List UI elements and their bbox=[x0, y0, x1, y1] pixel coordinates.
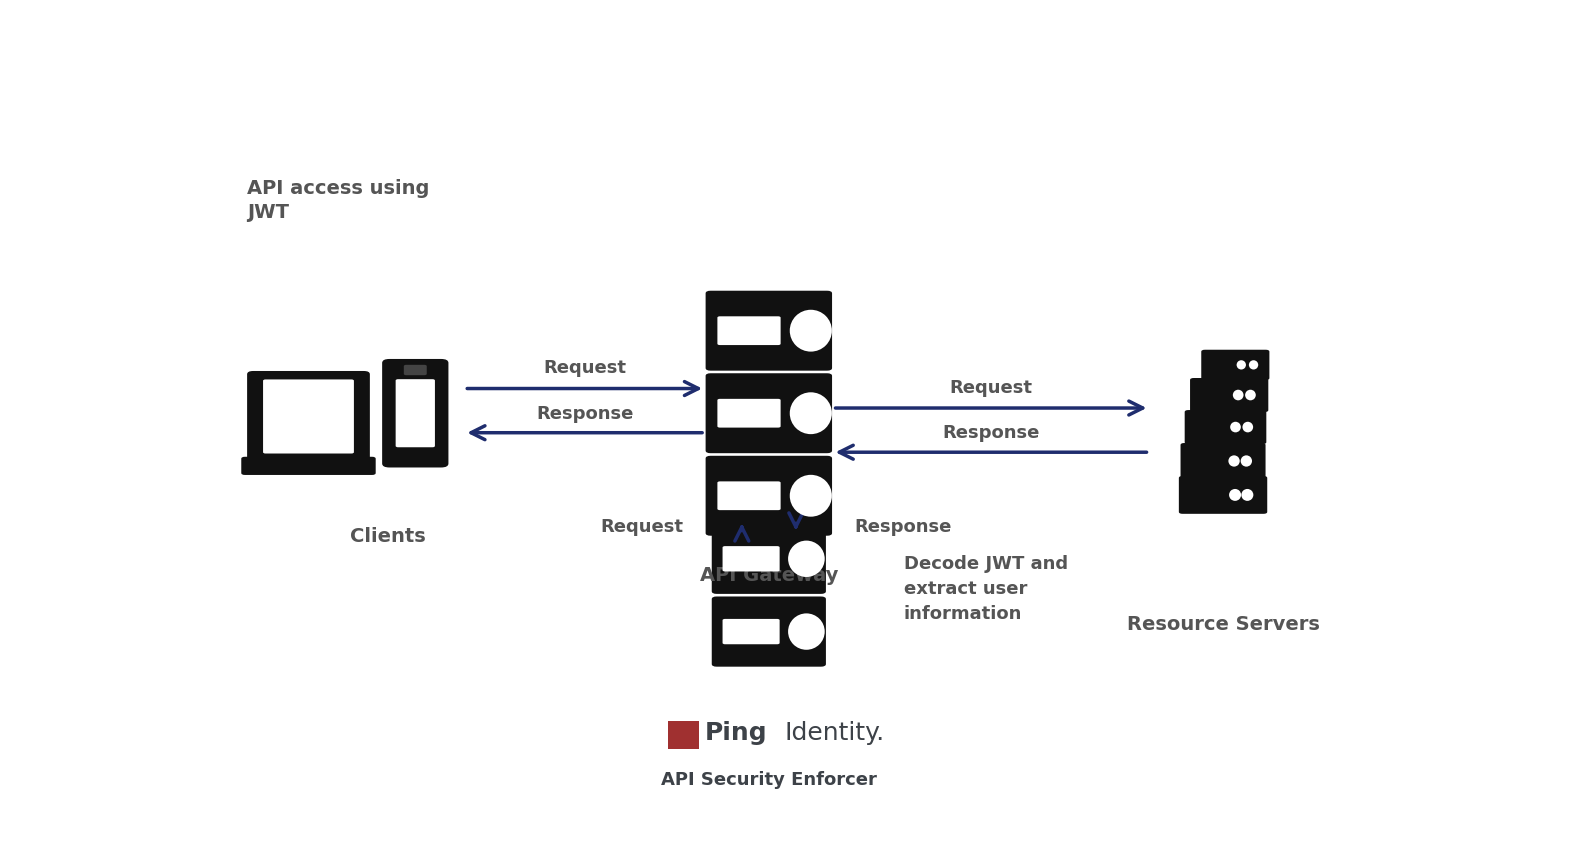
FancyBboxPatch shape bbox=[718, 481, 781, 510]
Ellipse shape bbox=[789, 614, 825, 650]
Ellipse shape bbox=[1242, 422, 1253, 432]
FancyBboxPatch shape bbox=[705, 290, 832, 371]
Text: Request: Request bbox=[543, 360, 626, 377]
FancyBboxPatch shape bbox=[396, 379, 436, 447]
Text: Request: Request bbox=[600, 518, 683, 536]
FancyBboxPatch shape bbox=[722, 619, 779, 644]
FancyBboxPatch shape bbox=[404, 365, 426, 376]
FancyBboxPatch shape bbox=[711, 597, 825, 667]
Ellipse shape bbox=[790, 475, 832, 517]
Text: API Gateway: API Gateway bbox=[700, 566, 838, 585]
FancyBboxPatch shape bbox=[247, 371, 371, 462]
Text: Response: Response bbox=[535, 405, 634, 423]
Ellipse shape bbox=[1240, 456, 1251, 467]
Ellipse shape bbox=[1229, 489, 1242, 500]
FancyBboxPatch shape bbox=[722, 546, 779, 571]
FancyBboxPatch shape bbox=[705, 373, 832, 453]
Ellipse shape bbox=[1232, 390, 1243, 400]
Ellipse shape bbox=[790, 310, 832, 352]
Ellipse shape bbox=[789, 541, 825, 577]
Text: Identity.: Identity. bbox=[784, 721, 885, 745]
FancyBboxPatch shape bbox=[382, 359, 448, 468]
FancyBboxPatch shape bbox=[718, 399, 781, 428]
Ellipse shape bbox=[1231, 422, 1240, 432]
Text: API Security Enforcer: API Security Enforcer bbox=[661, 771, 878, 788]
Ellipse shape bbox=[1245, 390, 1256, 400]
Text: Ping: Ping bbox=[705, 721, 768, 745]
FancyBboxPatch shape bbox=[241, 457, 375, 475]
FancyBboxPatch shape bbox=[1190, 378, 1269, 412]
Ellipse shape bbox=[1228, 456, 1240, 467]
Ellipse shape bbox=[790, 392, 832, 434]
Text: Resource Servers: Resource Servers bbox=[1126, 614, 1319, 634]
Ellipse shape bbox=[1237, 360, 1247, 370]
Text: API access using
JWT: API access using JWT bbox=[247, 179, 429, 222]
Ellipse shape bbox=[1242, 489, 1253, 500]
FancyBboxPatch shape bbox=[1178, 476, 1267, 514]
FancyBboxPatch shape bbox=[711, 523, 825, 594]
Ellipse shape bbox=[1248, 360, 1258, 370]
Text: Decode JWT and
extract user
information: Decode JWT and extract user information bbox=[904, 555, 1068, 623]
FancyBboxPatch shape bbox=[718, 316, 781, 345]
FancyBboxPatch shape bbox=[705, 456, 832, 536]
FancyBboxPatch shape bbox=[263, 380, 353, 453]
FancyBboxPatch shape bbox=[1180, 443, 1266, 479]
FancyBboxPatch shape bbox=[1201, 349, 1269, 380]
Text: Response: Response bbox=[855, 518, 952, 536]
Bar bbox=[668, 722, 699, 749]
Text: Clients: Clients bbox=[350, 527, 426, 546]
Text: Request: Request bbox=[949, 379, 1033, 397]
Text: Response: Response bbox=[942, 425, 1039, 442]
FancyBboxPatch shape bbox=[1185, 410, 1266, 444]
